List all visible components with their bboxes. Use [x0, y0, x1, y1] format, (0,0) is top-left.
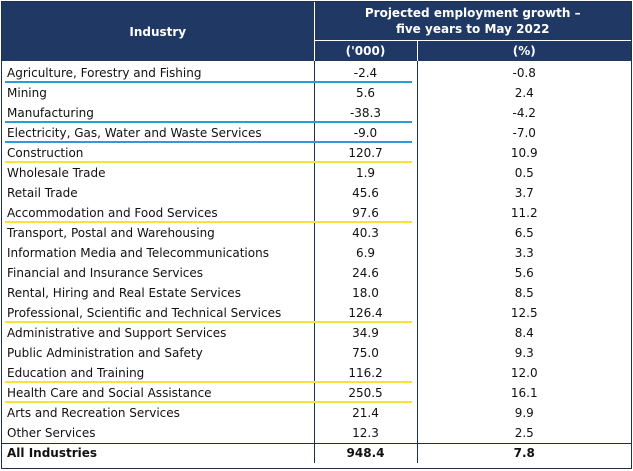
thousands-cell: 21.4 [314, 403, 418, 423]
percent-cell: 9.3 [514, 346, 534, 360]
row-underline-yellow [5, 381, 412, 383]
thousands-cell: 250.5 [314, 383, 418, 403]
table-row: Professional, Scientific and Technical S… [2, 303, 631, 323]
table-row: Accommodation and Food Services 97.6 11.2 [2, 203, 631, 223]
industry-cell: Wholesale Trade [2, 163, 315, 183]
industry-cell: Public Administration and Safety [2, 343, 315, 363]
employment-growth-table: Industry Projected employment growth – f… [2, 2, 631, 463]
industry-cell: Other Services [2, 423, 315, 444]
table-row: Mining 5.6 2.4 [2, 83, 631, 103]
industry-cell: Rental, Hiring and Real Estate Services [2, 283, 315, 303]
industry-cell: Construction [2, 143, 315, 163]
total-row: All Industries 948.4 7.8 [2, 443, 631, 463]
industry-cell: Education and Training [2, 363, 315, 383]
table-row: Agriculture, Forestry and Fishing -2.4 -0.… [2, 61, 631, 83]
percent-cell: 6.5 [514, 226, 534, 240]
table-body: Agriculture, Forestry and Fishing -2.4 -0.… [2, 61, 631, 444]
table-row: Construction 120.7 10.9 [2, 143, 631, 163]
percent-cell: 12.5 [510, 306, 538, 320]
percent-cell: 3.7 [514, 186, 534, 200]
table-row: Electricity, Gas, Water and Waste Servic… [2, 123, 631, 143]
row-underline-yellow [5, 221, 412, 223]
thousands-cell: 24.6 [314, 263, 418, 283]
table-row: Public Administration and Safety 75.0 9.3 [2, 343, 631, 363]
thousands-cell: 34.9 [314, 323, 418, 343]
thousands-cell: 116.2 [314, 363, 418, 383]
industry-cell: Health Care and Social Assistance [2, 383, 315, 403]
thousands-cell: 6.9 [314, 243, 418, 263]
thousands-cell: 97.6 [314, 203, 418, 223]
total-industry: All Industries [2, 443, 315, 463]
total-thousands: 948.4 [314, 443, 418, 463]
table-row: Administrative and Support Services 34.9 8… [2, 323, 631, 343]
table-row: Retail Trade 45.6 3.7 [2, 183, 631, 203]
header-percent: (%) [416, 40, 631, 61]
thousands-cell: 120.7 [314, 143, 418, 163]
thousands-cell: 40.3 [314, 223, 418, 243]
header-thousands: ('000) [313, 40, 417, 61]
table-row: Financial and Insurance Services 24.6 5.6 [2, 263, 631, 283]
table-row: Education and Training 116.2 12.0 [2, 363, 631, 383]
thousands-cell: 18.0 [314, 283, 418, 303]
row-underline-yellow [5, 401, 412, 403]
thousands-cell: -2.4 [314, 61, 418, 83]
percent-cell: -0.8 [512, 66, 536, 80]
percent-cell: -4.2 [512, 106, 536, 120]
thousands-cell: 45.6 [314, 183, 418, 203]
row-underline-yellow [5, 161, 412, 163]
table-row: Health Care and Social Assistance 250.5 16… [2, 383, 631, 403]
thousands-cell: 126.4 [314, 303, 418, 323]
industry-cell: Retail Trade [2, 183, 315, 203]
table-row: Transport, Postal and Warehousing 40.3 6.5 [2, 223, 631, 243]
industry-cell: Administrative and Support Services [2, 323, 315, 343]
industry-cell: Information Media and Telecommunications [2, 243, 315, 263]
percent-cell: 10.9 [510, 146, 538, 160]
header-industry: Industry [2, 2, 314, 61]
thousands-cell: -38.3 [314, 103, 418, 123]
industry-cell: Manufacturing [2, 103, 315, 123]
table-row: Other Services 12.3 2.5 [2, 423, 631, 444]
thousands-cell: 1.9 [314, 163, 418, 183]
table-row: Arts and Recreation Services 21.4 9.9 [2, 403, 631, 423]
table-row: Wholesale Trade 1.9 0.5 [2, 163, 631, 183]
industry-cell: Accommodation and Food Services [2, 203, 315, 223]
row-underline-yellow [5, 321, 412, 323]
table-row: Rental, Hiring and Real Estate Services 1… [2, 283, 631, 303]
industry-cell: Financial and Insurance Services [2, 263, 315, 283]
thousands-cell: 75.0 [314, 343, 418, 363]
percent-cell: 2.4 [514, 86, 534, 100]
percent-cell: 12.0 [510, 366, 538, 380]
industry-cell: Transport, Postal and Warehousing [2, 223, 315, 243]
row-underline-blue [5, 141, 412, 143]
percent-cell: 0.5 [514, 166, 534, 180]
percent-cell: 8.5 [514, 286, 534, 300]
total-percent: 7.8 [417, 443, 631, 463]
industry-cell: Electricity, Gas, Water and Waste Servic… [2, 123, 315, 143]
industry-cell: Agriculture, Forestry and Fishing [2, 61, 315, 83]
percent-cell: 8.4 [514, 326, 534, 340]
table-row: Information Media and Telecommunications… [2, 243, 631, 263]
row-underline-blue [5, 121, 412, 123]
percent-cell: -7.0 [512, 126, 536, 140]
percent-cell: 11.2 [510, 206, 538, 220]
thousands-cell: 5.6 [314, 83, 418, 103]
table-row: Manufacturing -38.3 -4.2 [2, 103, 631, 123]
industry-cell: Professional, Scientific and Technical S… [2, 303, 315, 323]
percent-cell: 9.9 [514, 406, 534, 420]
industry-cell: Arts and Recreation Services [2, 403, 315, 423]
row-underline-blue [5, 81, 412, 83]
thousands-cell: -9.0 [314, 123, 418, 143]
thousands-cell: 12.3 [314, 423, 418, 444]
header-projected-growth: Projected employment growth – five years… [313, 2, 631, 41]
percent-cell: 5.6 [514, 266, 534, 280]
header-group-text: Projected employment growth – five years… [364, 6, 581, 36]
percent-cell: 16.1 [510, 386, 538, 400]
industry-cell: Mining [2, 83, 315, 103]
percent-cell: 2.5 [514, 426, 534, 440]
percent-cell: 3.3 [514, 246, 534, 260]
